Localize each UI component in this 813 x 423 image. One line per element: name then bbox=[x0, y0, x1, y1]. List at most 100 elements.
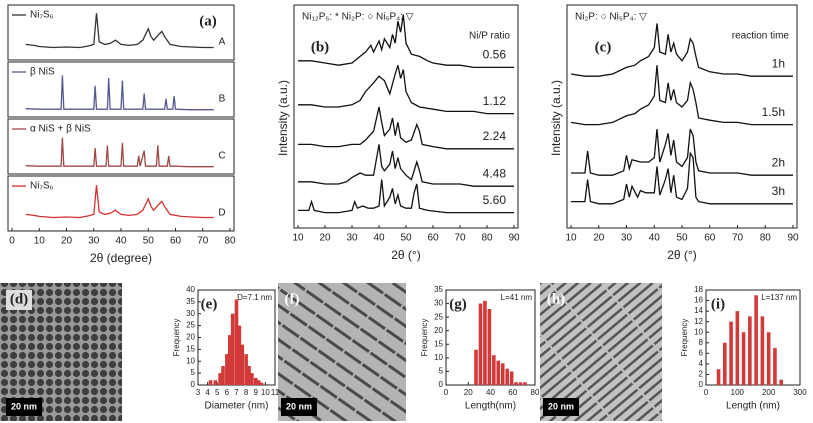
y-tick-label: 25 bbox=[186, 321, 195, 330]
x-tick-label: 40 bbox=[486, 388, 495, 397]
x-tick-label: 50 bbox=[676, 233, 688, 244]
legend-label: 4.48 bbox=[483, 166, 507, 180]
bar bbox=[492, 355, 496, 385]
scale-bar: 20 nm bbox=[548, 401, 574, 411]
x-tick-label: 5 bbox=[215, 388, 220, 397]
x-tick-label: 0 bbox=[704, 388, 709, 397]
bar bbox=[509, 371, 514, 385]
panel-label: (d) bbox=[10, 291, 28, 307]
x-tick-label: 80 bbox=[760, 233, 772, 244]
y-tick-label: 20 bbox=[186, 333, 195, 342]
y-tick-label: 35 bbox=[434, 285, 443, 294]
tem-image-f: (f) 20 nm bbox=[278, 283, 406, 421]
x-tick-label: 0 bbox=[9, 236, 15, 247]
x-tick-label: 20 bbox=[61, 236, 73, 247]
y-tick-label: 18 bbox=[694, 285, 703, 294]
bar bbox=[237, 325, 242, 385]
x-tick-label: 40 bbox=[649, 233, 661, 244]
x-tick-label: 6 bbox=[225, 388, 230, 397]
y-tick-label: 10 bbox=[434, 353, 443, 362]
legend-label: α NiS + β NiS bbox=[30, 124, 91, 135]
bar bbox=[483, 300, 487, 385]
x-tick-label: 30 bbox=[88, 236, 100, 247]
y-tick-label: 16 bbox=[694, 296, 703, 305]
panel-label: (f) bbox=[285, 291, 300, 307]
x-tick-label: 70 bbox=[454, 233, 466, 244]
x-tick-label: 8 bbox=[244, 388, 249, 397]
y-tick-label: 30 bbox=[186, 309, 195, 318]
x-tick-label: 10 bbox=[292, 233, 304, 244]
x-tick-label: 30 bbox=[621, 233, 633, 244]
panel-label: (a) bbox=[199, 13, 217, 29]
x-tick-label: 9 bbox=[254, 388, 259, 397]
y-tick-label: 15 bbox=[434, 339, 443, 348]
bar bbox=[244, 354, 248, 385]
scale-bar: 20 nm bbox=[286, 401, 312, 411]
x-tick-label: 200 bbox=[762, 388, 776, 397]
x-tick-label: 10 bbox=[261, 388, 270, 397]
y-tick-label: 5 bbox=[191, 368, 196, 377]
annotation: Ni₁₂P₅: * Ni₂P: ○ Ni₅P₄: ▽ bbox=[302, 12, 414, 23]
xrd-line bbox=[25, 137, 214, 168]
panel-label: (i) bbox=[711, 296, 725, 312]
bar bbox=[487, 309, 492, 385]
legend-label: 2h bbox=[772, 155, 785, 169]
y-tick-label: 30 bbox=[434, 299, 443, 308]
bar bbox=[225, 354, 229, 385]
panel-label: (e) bbox=[201, 296, 218, 312]
x-tick-label: 70 bbox=[197, 236, 209, 247]
annotation: L=41 nm bbox=[501, 293, 533, 302]
y-tick-label: 10 bbox=[186, 356, 195, 365]
bar bbox=[250, 373, 254, 385]
x-axis-label: 2θ (°) bbox=[667, 248, 696, 262]
scale-bar: 20 nm bbox=[11, 401, 37, 411]
x-tick-label: 20 bbox=[593, 233, 605, 244]
y-tick-label: 4 bbox=[699, 359, 704, 368]
xrd-line bbox=[570, 65, 793, 126]
y-tick-label: 0 bbox=[699, 380, 704, 389]
bar bbox=[478, 303, 483, 385]
bar bbox=[741, 332, 746, 385]
xrd-line bbox=[298, 14, 514, 69]
bar bbox=[221, 366, 225, 385]
panel-label: (c) bbox=[595, 39, 612, 55]
x-tick-label: 100 bbox=[731, 388, 745, 397]
series-label: B bbox=[219, 94, 226, 105]
x-axis-label: Diameter (nm) bbox=[205, 401, 269, 412]
y-tick-label: 8 bbox=[699, 338, 704, 347]
y-axis-label: Frequency bbox=[420, 319, 429, 357]
scale-bar-bg bbox=[6, 398, 42, 416]
y-tick-label: 20 bbox=[434, 326, 443, 335]
legend-label: β NiS bbox=[30, 67, 55, 78]
x-tick-label: 80 bbox=[481, 233, 493, 244]
xrd-line bbox=[298, 106, 514, 150]
x-tick-label: 50 bbox=[143, 236, 155, 247]
x-tick-label: 90 bbox=[787, 233, 799, 244]
x-tick-label: 10 bbox=[565, 233, 577, 244]
x-tick-label: 30 bbox=[346, 233, 358, 244]
bar bbox=[723, 342, 727, 385]
annotation: D=7.1 nm bbox=[237, 293, 272, 302]
legend-label: 3h bbox=[772, 184, 785, 198]
x-axis-label: Length(nm) bbox=[465, 401, 516, 412]
y-axis-label: Intensity (a.u.) bbox=[549, 80, 563, 156]
bar bbox=[760, 316, 765, 385]
xrd-line bbox=[298, 179, 514, 214]
bar bbox=[773, 348, 777, 385]
bar bbox=[230, 313, 235, 385]
annotation: Ni₂P: ○ Ni₅P₄: ▽ bbox=[575, 12, 647, 23]
x-axis-label: 2θ (°) bbox=[391, 248, 420, 262]
bar bbox=[748, 316, 752, 385]
x-tick-label: 20 bbox=[319, 233, 331, 244]
bar bbox=[234, 299, 239, 385]
x-tick-label: 80 bbox=[224, 236, 236, 247]
bar bbox=[716, 369, 721, 385]
x-axis-label: Length (nm) bbox=[726, 401, 780, 412]
y-tick-label: 35 bbox=[186, 297, 195, 306]
xrd-line bbox=[298, 65, 514, 115]
bar bbox=[227, 335, 232, 385]
legend-label: 1.12 bbox=[483, 94, 507, 108]
x-tick-label: 40 bbox=[115, 236, 127, 247]
plot-frame bbox=[7, 118, 235, 175]
legend-label: Ni₇S₆ bbox=[30, 181, 54, 192]
